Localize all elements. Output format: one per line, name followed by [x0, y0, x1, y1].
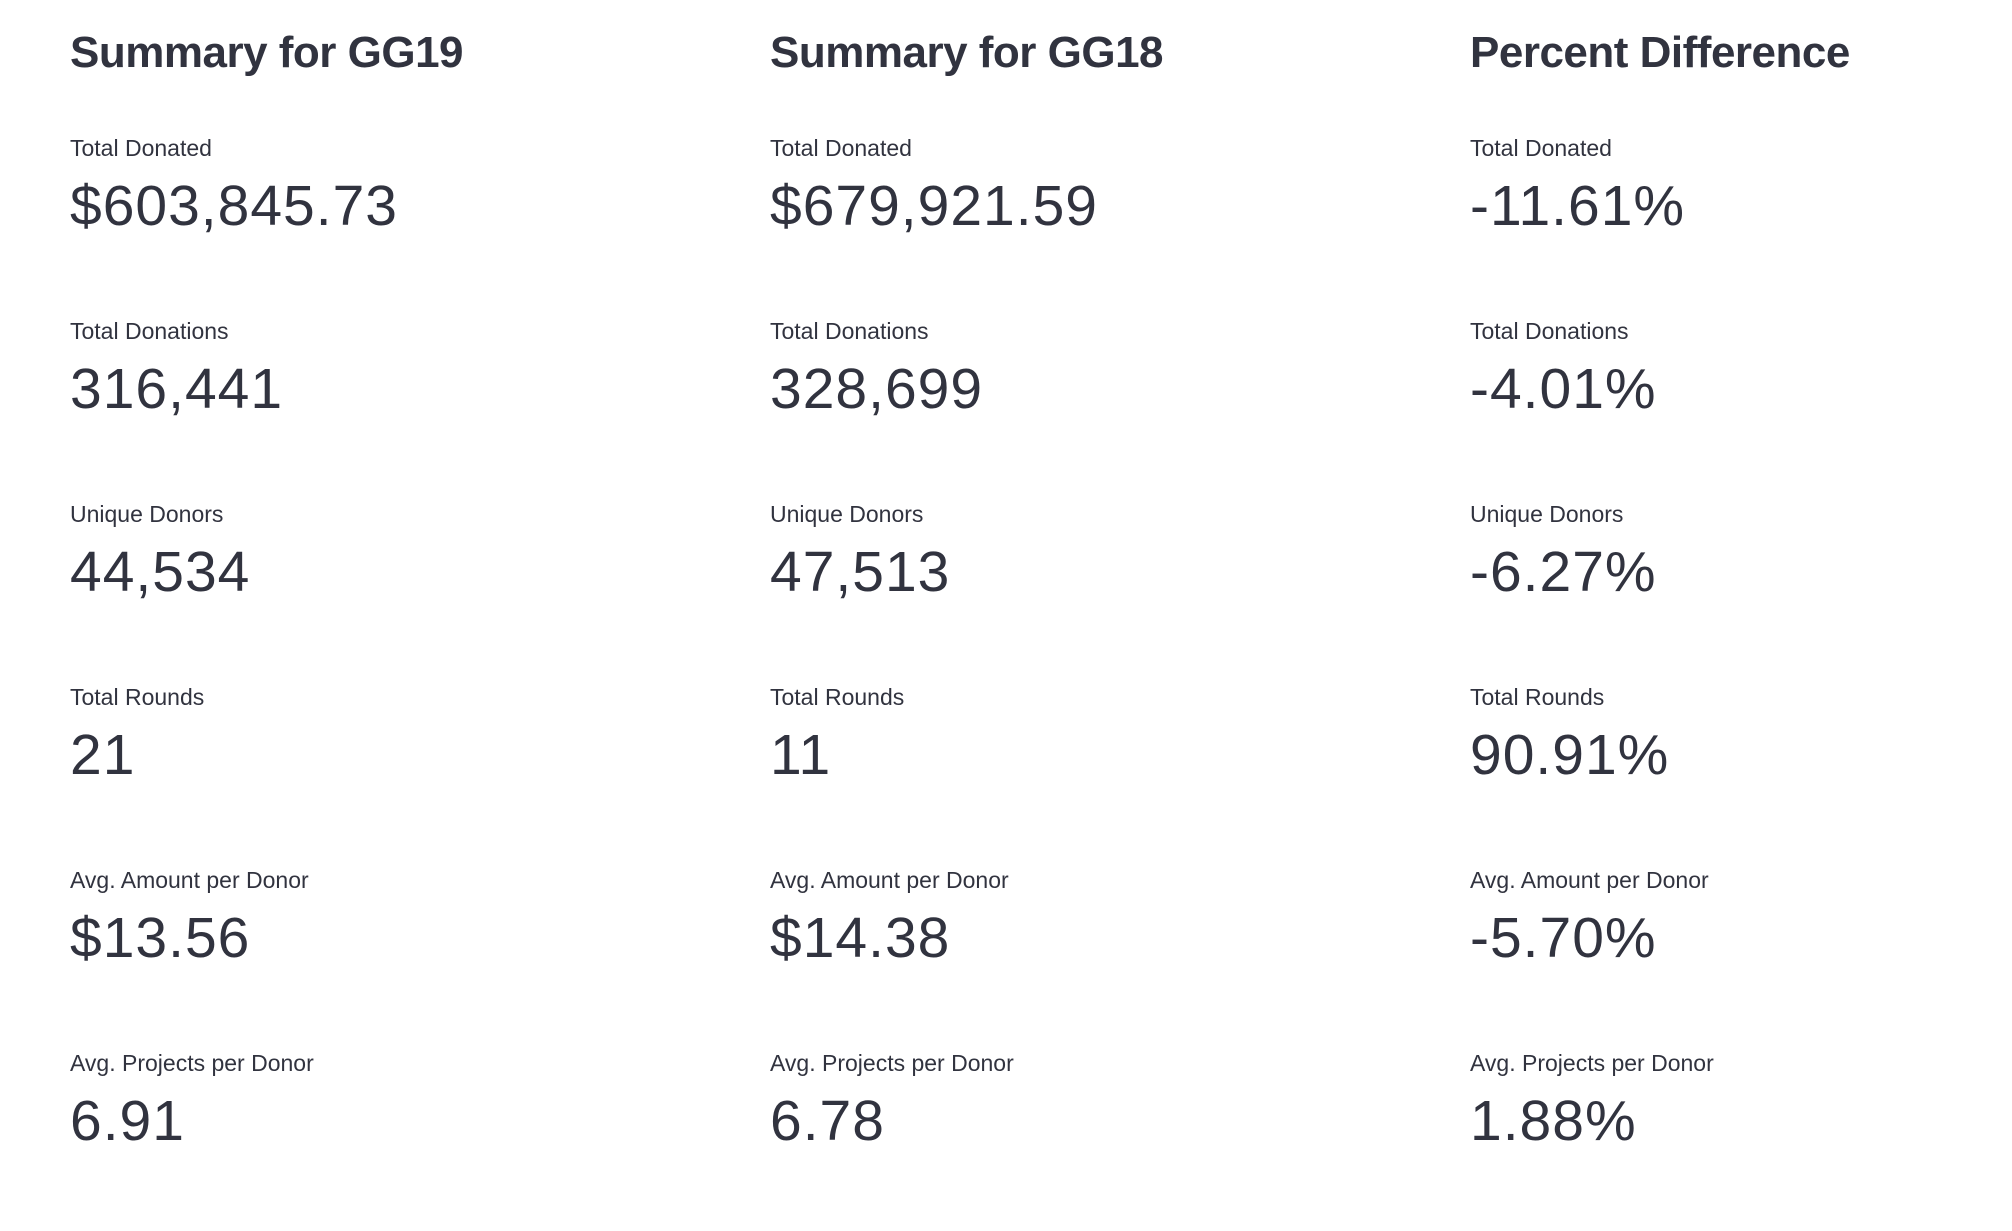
summary-column: Summary for GG18 Total Donated $679,921.…	[770, 24, 1470, 1231]
metric-block: Total Rounds 21	[70, 682, 770, 789]
metric-value: 44,534	[70, 540, 251, 605]
metric-value: 90.91%	[1470, 723, 1670, 788]
metric-block: Avg. Amount per Donor -5.70%	[1470, 865, 2012, 972]
metric-value: $13.56	[70, 906, 251, 971]
metric-value: 21	[70, 723, 136, 788]
column-body: Total Donated $679,921.59 Total Donation…	[770, 133, 1470, 1155]
metric-block: Total Rounds 90.91%	[1470, 682, 2012, 789]
metric-label: Avg. Amount per Donor	[770, 867, 1009, 894]
metric-block: Total Rounds 11	[770, 682, 1470, 789]
metric-value: $679,921.59	[770, 174, 1098, 239]
metric-label: Total Rounds	[1470, 684, 1605, 711]
column-body: Total Donated $603,845.73 Total Donation…	[70, 133, 770, 1155]
metric-label: Total Rounds	[70, 684, 205, 711]
metric-block: Unique Donors -6.27%	[1470, 499, 2012, 606]
metric-label: Total Donations	[1470, 318, 1629, 345]
metric-label: Unique Donors	[70, 501, 224, 528]
column-title: Summary for GG19	[70, 28, 464, 77]
metric-label: Total Donations	[770, 318, 929, 345]
metric-value: -11.61%	[1470, 174, 1686, 239]
metric-value: 316,441	[70, 357, 284, 422]
metric-label: Total Rounds	[770, 684, 905, 711]
metric-block: Total Donated $603,845.73	[70, 133, 770, 240]
metric-value: $14.38	[770, 906, 951, 971]
metric-block: Avg. Projects per Donor 6.78	[770, 1048, 1470, 1155]
metric-value: 47,513	[770, 540, 951, 605]
summary-column: Summary for GG19 Total Donated $603,845.…	[70, 24, 770, 1231]
metric-block: Total Donated -11.61%	[1470, 133, 2012, 240]
metric-label: Avg. Projects per Donor	[1470, 1050, 1714, 1077]
metric-block: Total Donations -4.01%	[1470, 316, 2012, 423]
metric-value: 6.91	[70, 1089, 185, 1154]
metric-block: Avg. Projects per Donor 6.91	[70, 1048, 770, 1155]
metric-label: Avg. Amount per Donor	[1470, 867, 1709, 894]
metric-value: -4.01%	[1470, 357, 1657, 422]
metric-block: Unique Donors 47,513	[770, 499, 1470, 606]
metric-label: Total Donations	[70, 318, 229, 345]
summary-column: Percent Difference Total Donated -11.61%…	[1470, 24, 2012, 1231]
metric-block: Total Donations 328,699	[770, 316, 1470, 423]
metric-value: 328,699	[770, 357, 984, 422]
metric-label: Total Donated	[770, 135, 912, 162]
metric-label: Total Donated	[70, 135, 212, 162]
metric-label: Total Donated	[1470, 135, 1612, 162]
metric-label: Avg. Projects per Donor	[770, 1050, 1014, 1077]
metric-value: $603,845.73	[70, 174, 398, 239]
metric-block: Avg. Amount per Donor $13.56	[70, 865, 770, 972]
metric-block: Avg. Projects per Donor 1.88%	[1470, 1048, 2012, 1155]
metric-label: Avg. Projects per Donor	[70, 1050, 314, 1077]
metric-block: Unique Donors 44,534	[70, 499, 770, 606]
metric-label: Unique Donors	[1470, 501, 1624, 528]
metric-label: Unique Donors	[770, 501, 924, 528]
metric-block: Total Donated $679,921.59	[770, 133, 1470, 240]
metric-block: Avg. Amount per Donor $14.38	[770, 865, 1470, 972]
metric-label: Avg. Amount per Donor	[70, 867, 309, 894]
metric-value: -5.70%	[1470, 906, 1657, 971]
metric-block: Total Donations 316,441	[70, 316, 770, 423]
metric-value: 1.88%	[1470, 1089, 1637, 1154]
column-title: Summary for GG18	[770, 28, 1164, 77]
column-title: Percent Difference	[1470, 28, 1850, 77]
metric-value: -6.27%	[1470, 540, 1657, 605]
column-body: Total Donated -11.61% Total Donations -4…	[1470, 133, 2012, 1155]
metric-value: 11	[770, 723, 832, 788]
metric-value: 6.78	[770, 1089, 885, 1154]
